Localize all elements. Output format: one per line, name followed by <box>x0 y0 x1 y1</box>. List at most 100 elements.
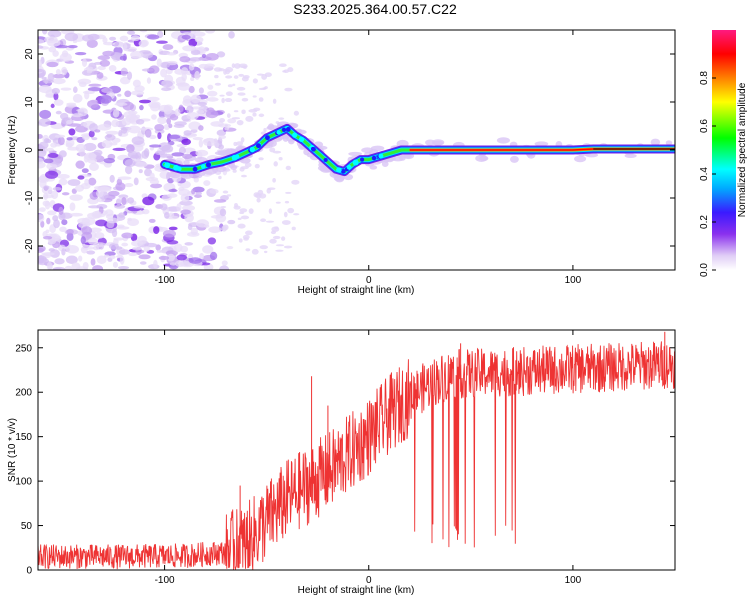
noise-blob <box>120 67 128 77</box>
noise-blob <box>168 188 178 193</box>
noise-blob <box>111 119 120 128</box>
noise-blob <box>48 46 57 53</box>
noise-blob <box>291 179 300 185</box>
colorbar-tick-label: 0.2 <box>699 215 710 229</box>
ridge-halo <box>169 172 181 179</box>
noise-blob <box>192 186 205 193</box>
noise-blob <box>127 150 138 159</box>
noise-blob <box>161 87 172 92</box>
noise-blob <box>65 142 73 148</box>
noise-blob <box>167 193 178 198</box>
noise-blob <box>220 205 227 209</box>
noise-blob <box>112 147 126 152</box>
ridge-halo <box>266 125 279 130</box>
noise-blob <box>50 103 55 109</box>
noise-blob <box>43 185 50 190</box>
noise-blob <box>188 63 195 71</box>
noise-blob <box>121 232 133 239</box>
y-tick-label: 50 <box>21 521 33 532</box>
noise-blob <box>112 261 119 268</box>
noise-blob <box>279 63 287 68</box>
noise-blob <box>123 43 128 50</box>
noise-blob <box>53 267 62 270</box>
noise-blob <box>126 30 136 35</box>
ridge-halo <box>432 140 444 146</box>
noise-blob <box>42 235 53 240</box>
noise-blob <box>195 149 209 157</box>
noise-blob <box>119 35 129 42</box>
noise-blob <box>133 205 146 209</box>
noise-blob <box>52 78 66 85</box>
noise-blob <box>147 34 160 40</box>
ridge-halo <box>194 156 208 163</box>
noise-blob <box>245 248 251 252</box>
noise-blob <box>241 174 247 178</box>
noise-blob <box>199 253 205 260</box>
noise-blob <box>283 245 293 249</box>
noise-blob <box>283 211 288 218</box>
noise-blob <box>278 117 285 120</box>
noise-blob <box>218 135 227 140</box>
ridge-node <box>164 162 171 169</box>
noise-blob <box>80 236 86 245</box>
noise-blob <box>188 121 202 131</box>
noise-blob <box>55 69 61 75</box>
noise-blob <box>84 91 90 100</box>
noise-blob <box>188 85 195 94</box>
noise-blob <box>59 226 67 233</box>
noise-blob <box>87 86 102 92</box>
noise-blob <box>160 61 171 69</box>
ridge-halo <box>381 161 389 167</box>
noise-blob <box>38 45 44 49</box>
noise-blob <box>75 143 87 153</box>
noise-blob <box>163 105 172 115</box>
noise-blob <box>219 94 225 97</box>
noise-blob <box>252 112 257 117</box>
noise-blob <box>226 113 231 119</box>
noise-blob <box>131 246 142 251</box>
noise-blob <box>285 165 292 171</box>
noise-blob <box>89 162 99 172</box>
noise-blob <box>138 169 143 174</box>
noise-blob <box>263 127 267 133</box>
noise-blob <box>46 261 53 270</box>
noise-blob <box>272 235 281 240</box>
noise-blob <box>50 142 58 148</box>
noise-blob <box>190 106 205 110</box>
noise-blob <box>38 59 43 68</box>
noise-blob <box>182 153 193 160</box>
noise-blob <box>59 212 73 219</box>
noise-blob <box>156 249 163 254</box>
noise-blob <box>259 245 268 250</box>
noise-blob <box>224 97 233 103</box>
noise-blob <box>88 177 97 186</box>
noise-blob <box>221 260 228 266</box>
y-tick-label: 250 <box>15 343 32 354</box>
noise-blob <box>130 50 144 59</box>
noise-blob <box>194 70 201 80</box>
noise-blob <box>44 200 51 210</box>
noise-blob <box>66 104 77 108</box>
noise-blob <box>149 172 155 180</box>
noise-blob <box>190 76 195 82</box>
ridge-halo <box>665 140 673 146</box>
noise-blob <box>187 224 193 231</box>
noise-blob <box>182 45 197 52</box>
noise-blob <box>219 117 226 123</box>
noise-blob <box>207 84 214 90</box>
noise-blob <box>54 134 66 138</box>
noise-blob <box>171 152 185 157</box>
noise-blob <box>254 163 260 169</box>
noise-blob <box>154 123 165 132</box>
ridge-node <box>336 167 342 173</box>
noise-blob <box>38 39 45 45</box>
noise-blob <box>130 35 140 42</box>
ridge-node <box>256 143 261 149</box>
noise-blob <box>93 149 103 156</box>
noise-blob <box>105 130 119 135</box>
noise-blob <box>153 226 160 234</box>
noise-blob <box>147 96 160 102</box>
noise-blob <box>138 99 152 104</box>
noise-blob <box>101 87 113 93</box>
noise-blob <box>101 139 113 149</box>
